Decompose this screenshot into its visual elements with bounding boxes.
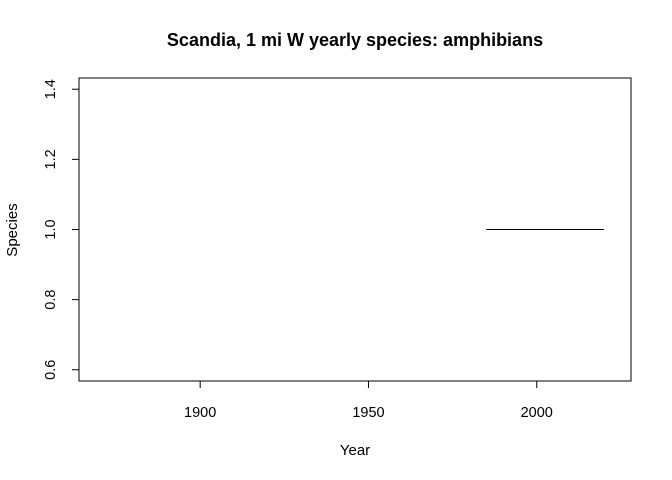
y-axis-label: Species [4, 203, 21, 256]
x-tick-label: 1900 [184, 405, 216, 421]
y-tick-label: 0.8 [43, 290, 59, 310]
y-tick-label: 1.4 [43, 79, 59, 99]
x-tick-label: 1950 [352, 405, 384, 421]
y-axis: 0.6 0.8 1.0 1.2 1.4 [43, 79, 80, 380]
y-tick-label: 1.0 [43, 219, 59, 239]
chart-title: Scandia, 1 mi W yearly species: amphibia… [167, 30, 543, 50]
x-axis-label: Year [340, 442, 370, 459]
y-tick-label: 1.2 [43, 149, 59, 169]
x-axis: 1900 1950 2000 [184, 380, 553, 421]
x-tick-label: 2000 [521, 405, 553, 421]
y-tick-label: 0.6 [43, 360, 59, 380]
